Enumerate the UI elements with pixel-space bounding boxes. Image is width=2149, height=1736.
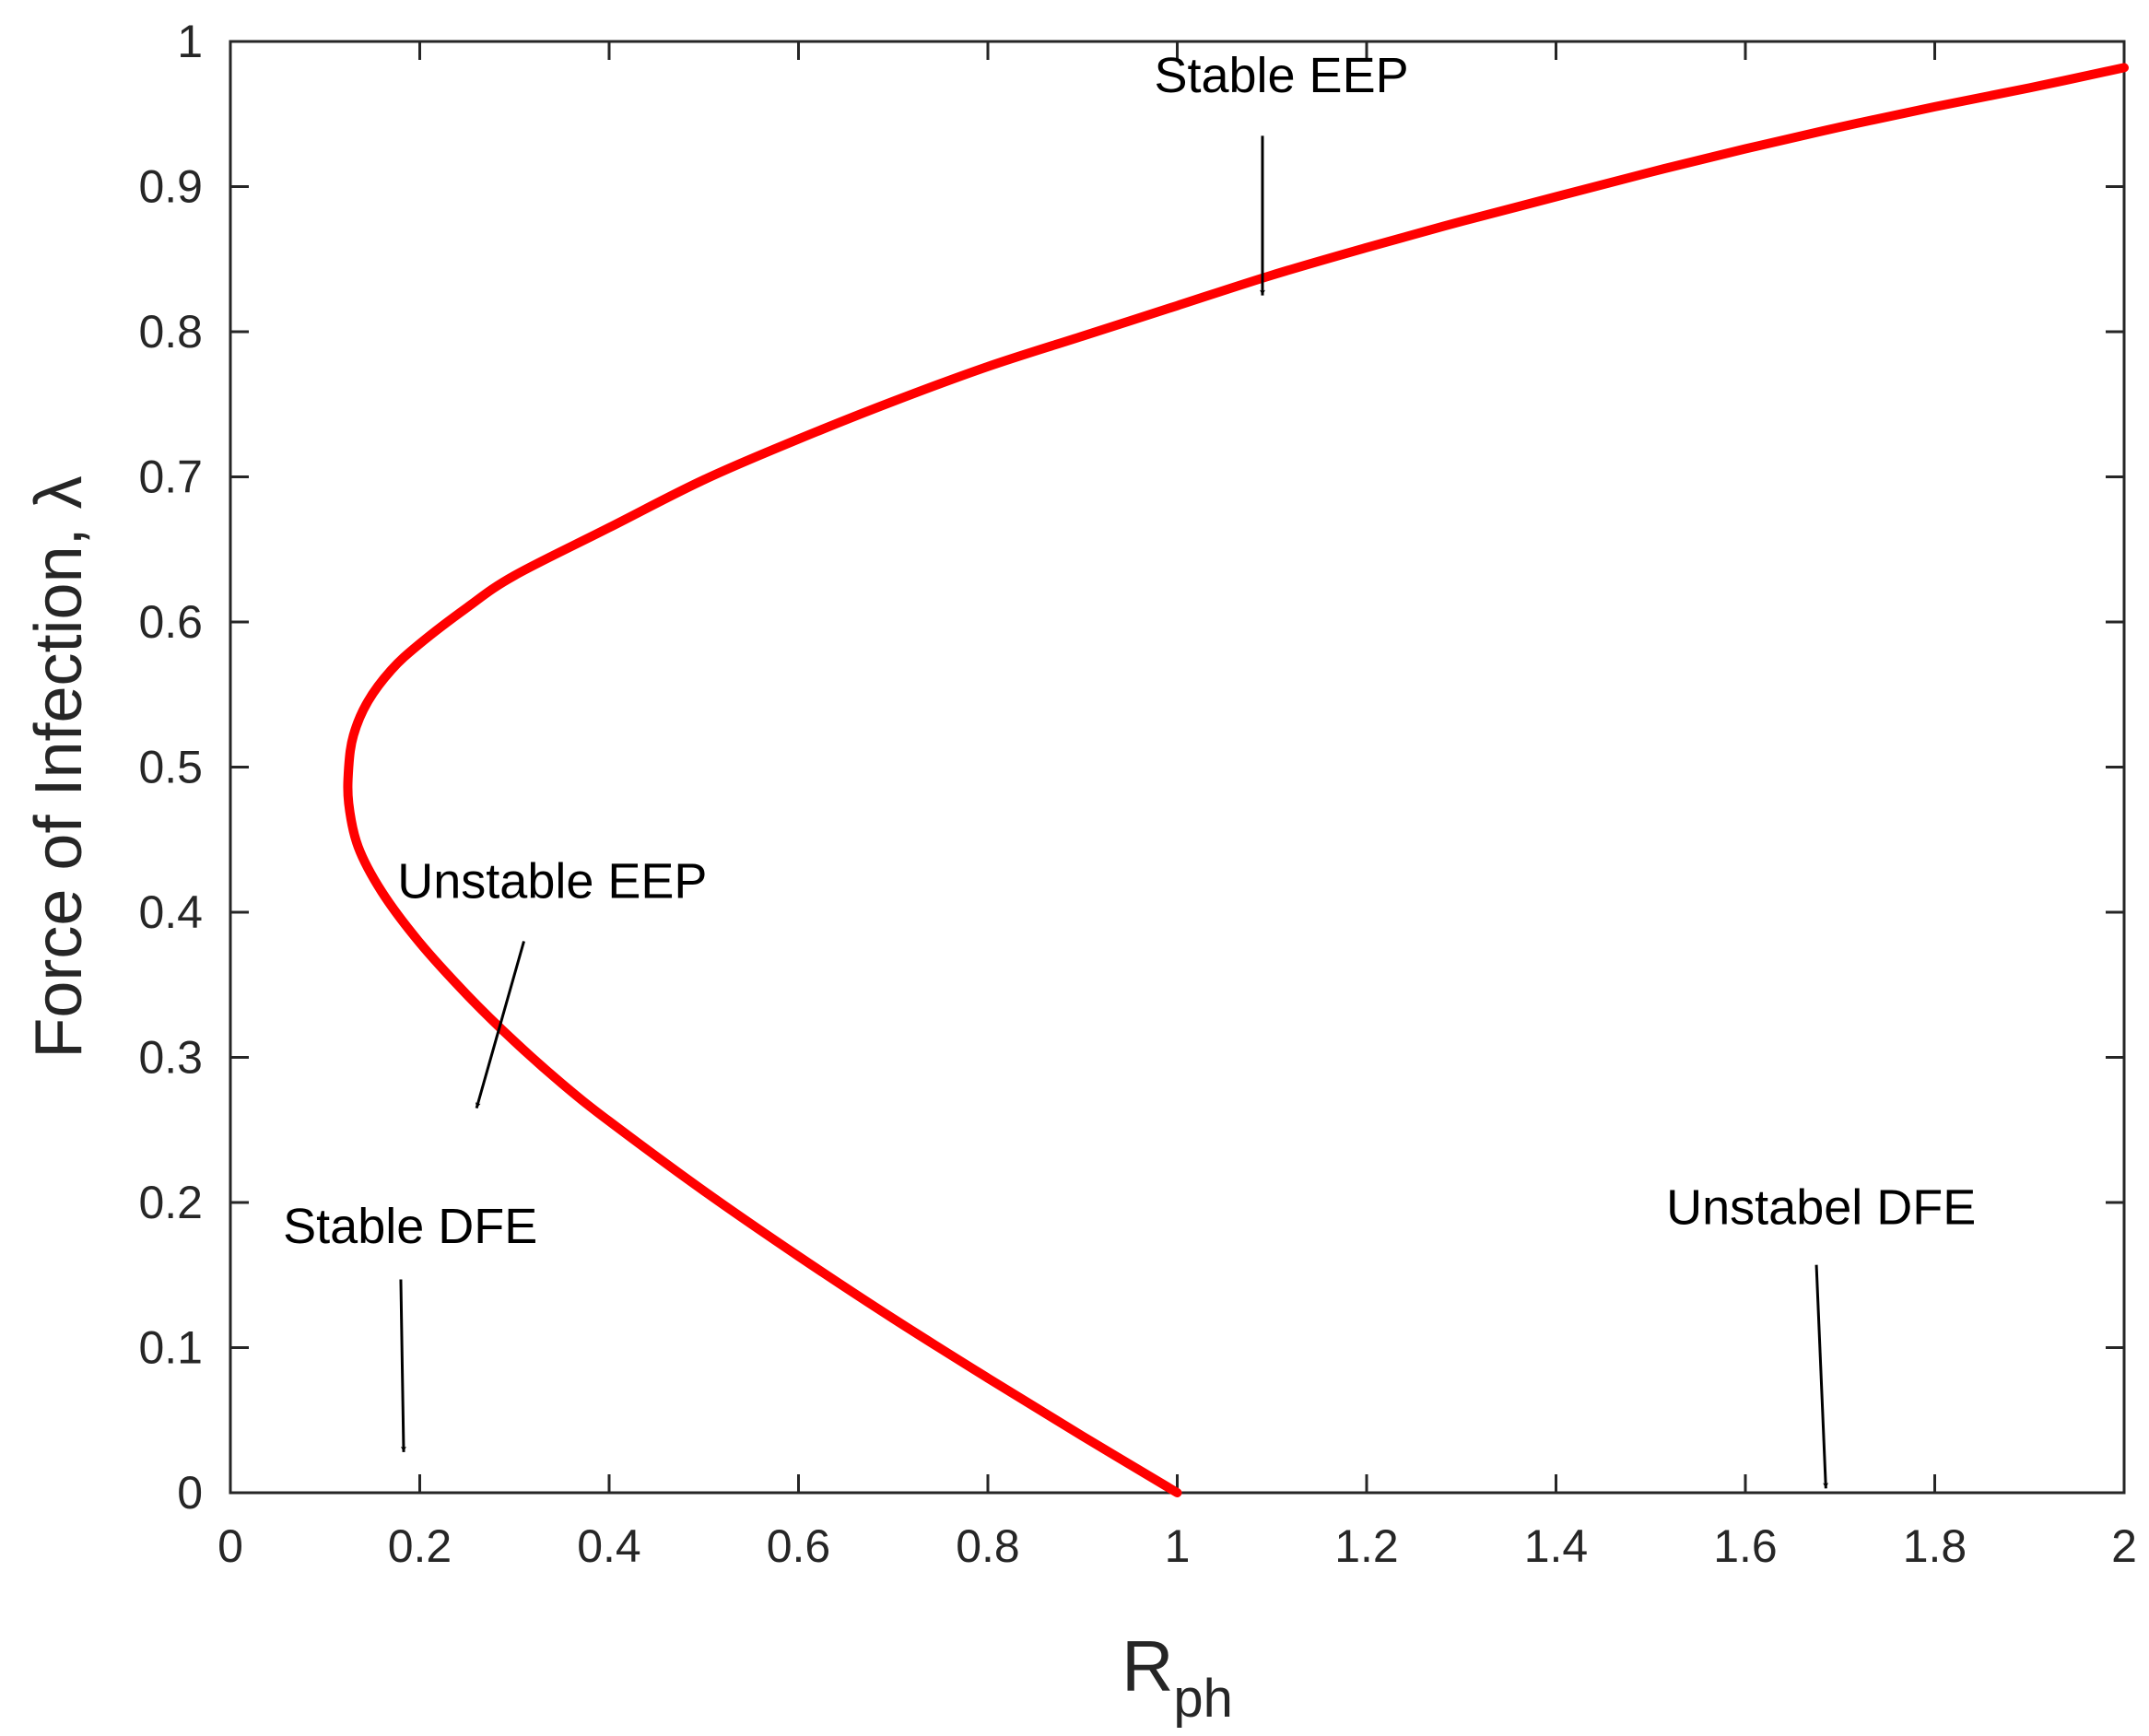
annotation-label: Unstable EEP <box>397 853 707 909</box>
x-tick-label: 2 <box>2111 1520 2137 1572</box>
annotation-label: Unstabel DFE <box>1666 1180 1976 1236</box>
annotation-label: Stable DFE <box>283 1199 537 1254</box>
axes <box>229 40 2126 1495</box>
x-axis-title-subscript: ph <box>1173 1669 1233 1729</box>
y-tick-label: 0 <box>177 1467 203 1519</box>
y-tick-label: 0.4 <box>138 886 203 938</box>
y-tick-label: 0.1 <box>138 1322 203 1374</box>
x-tick-label: 1.8 <box>1903 1520 1967 1572</box>
annotation-arrow <box>1814 1264 1829 1489</box>
x-axis-title: Rph <box>1121 1625 1233 1729</box>
y-tick-label: 0.2 <box>138 1177 203 1228</box>
x-axis-ticks: 0 0.2 0.4 0.6 0.8 1 1.2 1.4 1.6 1.8 2 <box>217 41 2137 1572</box>
x-axis-title-base: R <box>1121 1625 1173 1707</box>
series-line <box>343 63 2129 1497</box>
y-tick-label: 0.9 <box>138 161 203 213</box>
x-tick-label: 0.8 <box>956 1520 1020 1572</box>
axis-titles: Rph Force of Infection, λ <box>22 475 1233 1729</box>
x-tick-label: 1.4 <box>1524 1520 1589 1572</box>
y-axis-ticks: 0 0.1 0.2 0.3 0.4 0.5 0.6 0.7 0.8 0.9 1 <box>138 16 2124 1519</box>
x-tick-label: 1.6 <box>1713 1520 1778 1572</box>
y-axis-title: Force of Infection, λ <box>22 475 96 1058</box>
x-tick-label: 0.2 <box>388 1520 452 1572</box>
x-tick-label: 1 <box>1165 1520 1191 1572</box>
y-tick-label: 0.8 <box>138 306 203 358</box>
y-tick-label: 1 <box>177 16 203 67</box>
y-tick-label: 0.5 <box>138 742 203 793</box>
y-tick-label: 0.6 <box>138 596 203 648</box>
x-tick-label: 0 <box>217 1520 243 1572</box>
annotation-label: Stable EEP <box>1154 48 1408 103</box>
annotations: Stable EEP Unstable EEP Stable DFE Unstabel… <box>283 48 1976 1489</box>
x-tick-label: 0.4 <box>577 1520 641 1572</box>
x-tick-label: 0.6 <box>767 1520 831 1572</box>
plot-area-border <box>229 40 2126 1495</box>
y-tick-label: 0.7 <box>138 452 203 503</box>
x-tick-label: 1.2 <box>1334 1520 1399 1572</box>
series-group <box>343 63 2129 1497</box>
annotation-arrow <box>399 1279 406 1452</box>
annotation-arrow <box>475 941 525 1109</box>
y-tick-label: 0.3 <box>138 1032 203 1084</box>
